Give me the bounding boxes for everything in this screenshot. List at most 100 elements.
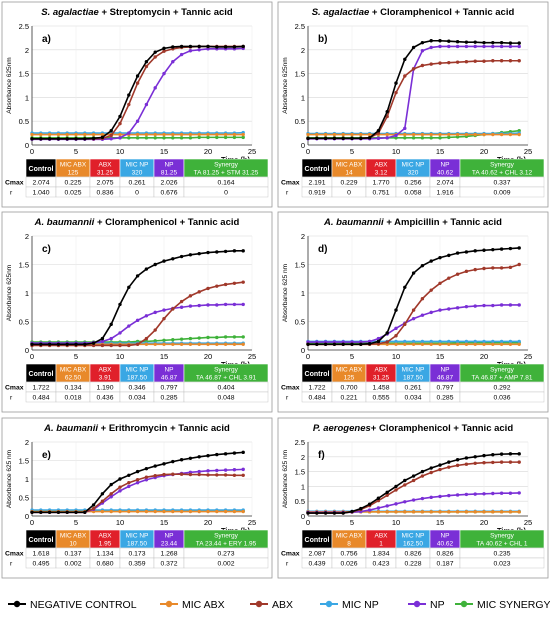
chart-title-part: + Cloramphenicol + Tannic acid: [371, 423, 514, 434]
data-point-mic_abx: [162, 132, 166, 137]
data-point-abx: [223, 473, 228, 477]
y-axis-label: Absorbance 625 nm: [282, 264, 289, 322]
data-point-mic_abx: [517, 510, 521, 514]
data-point-control: [438, 463, 442, 467]
data-point-control: [447, 253, 451, 258]
table-cmax-value: 0.404: [217, 385, 234, 392]
data-point-control: [403, 478, 407, 483]
data-point-mic_abx: [179, 509, 184, 514]
data-point-abx: [179, 299, 184, 304]
table-row-label-r: r: [286, 395, 289, 402]
y-tick-label: 0: [25, 512, 29, 521]
data-point-control: [127, 285, 131, 289]
data-point-abx: [109, 343, 113, 348]
data-point-control: [376, 496, 381, 500]
data-point-abx: [232, 473, 237, 477]
data-point-control: [241, 249, 245, 253]
data-point-synergy: [394, 136, 398, 140]
legend-label-synergy: MIC SYNERGY: [477, 599, 550, 611]
data-point-control: [188, 44, 193, 49]
data-point-abx: [429, 288, 433, 292]
data-point-control: [179, 254, 184, 259]
data-point-abx: [491, 460, 495, 465]
data-point-np: [499, 44, 504, 49]
data-point-abx: [385, 114, 389, 119]
data-point-control: [65, 342, 69, 346]
data-point-control: [473, 40, 477, 44]
data-point-mic_abx: [91, 132, 96, 137]
table-header-value: TA 46.87 + CHL 3.91: [196, 375, 257, 382]
chart-title-part: + Ampicillin + Tannic acid: [384, 217, 502, 228]
data-point-mic_np: [517, 339, 521, 344]
data-point-mic_abx: [508, 342, 513, 346]
legend-marker-mic_np: [325, 600, 333, 608]
legend-label-control: NEGATIVE CONTROL: [30, 599, 137, 611]
data-point-mic_abx: [341, 132, 345, 137]
table-header-label: MIC NP: [126, 533, 149, 540]
chart-title-part: A. baumannii: [34, 217, 95, 228]
data-point-mic_abx: [206, 132, 210, 137]
data-point-mic_abx: [394, 510, 398, 514]
data-point-control: [420, 40, 425, 45]
x-tick-label: 15: [160, 352, 168, 361]
data-point-abx: [241, 473, 245, 477]
data-point-np: [241, 302, 245, 307]
data-point-mic_abx: [411, 132, 416, 137]
x-tick-label: 20: [204, 352, 212, 361]
x-tick-label: 15: [436, 147, 444, 156]
data-point-synergy: [215, 335, 219, 340]
table-row-label-cmax: Cmax: [5, 385, 24, 392]
data-point-abx: [508, 460, 513, 464]
panel-letter: f): [318, 450, 325, 461]
table-header-value: 162.50: [403, 541, 423, 548]
data-point-control: [447, 39, 451, 43]
table-r-value: 0.187: [436, 561, 453, 568]
data-point-mic_abx: [403, 342, 407, 346]
x-tick-label: 10: [116, 147, 124, 156]
data-point-np: [447, 44, 451, 49]
table-header-label: Synergy: [490, 162, 515, 169]
table-r-value: 0: [347, 190, 351, 197]
data-point-control: [394, 484, 398, 489]
legend-marker-abx: [255, 600, 263, 608]
table-row-label-cmax: Cmax: [281, 551, 300, 558]
x-tick-label: 15: [160, 147, 168, 156]
data-point-control: [74, 342, 78, 346]
legend-label-mic_np: MIC NP: [342, 599, 379, 611]
x-tick-label: 0: [306, 147, 310, 156]
data-point-control: [411, 271, 416, 275]
data-point-np: [491, 44, 495, 49]
data-point-mic_abx: [385, 132, 389, 137]
chart-title: S. agalactiae + Cloramphenicol + Tannic …: [312, 7, 515, 18]
data-point-mic_abx: [455, 132, 460, 137]
data-point-abx: [429, 470, 433, 475]
data-point-np: [429, 310, 433, 315]
y-tick-label: 0: [301, 512, 305, 521]
data-point-mic_abx: [144, 342, 149, 346]
data-point-control: [215, 250, 219, 254]
legend-label-np: NP: [430, 599, 445, 611]
data-point-control: [341, 511, 345, 515]
data-point-synergy: [188, 336, 193, 341]
table-header-value: TA 46.87 + AMP 7.81: [471, 375, 532, 382]
data-point-control: [197, 44, 201, 49]
data-point-control: [215, 452, 219, 457]
data-point-abx: [135, 478, 140, 482]
table-header-label: MIC NP: [402, 162, 425, 169]
table-cmax-value: 0.235: [493, 551, 510, 558]
data-point-np: [127, 131, 131, 135]
y-tick-label: 1: [301, 289, 305, 298]
y-tick-label: 2: [301, 46, 305, 55]
chart-title-part: S. agalactiae: [41, 7, 99, 18]
data-point-control: [109, 129, 113, 133]
data-point-mic_np: [429, 339, 433, 344]
data-point-np: [162, 308, 166, 312]
data-point-control: [464, 250, 469, 254]
table-cmax-value: 2.074: [436, 180, 453, 187]
table-header-value: 10: [69, 541, 77, 548]
data-point-abx: [455, 272, 460, 276]
data-point-np: [403, 500, 407, 504]
data-point-synergy: [188, 136, 193, 140]
data-point-abx: [171, 472, 175, 476]
x-tick-label: 15: [160, 518, 168, 527]
